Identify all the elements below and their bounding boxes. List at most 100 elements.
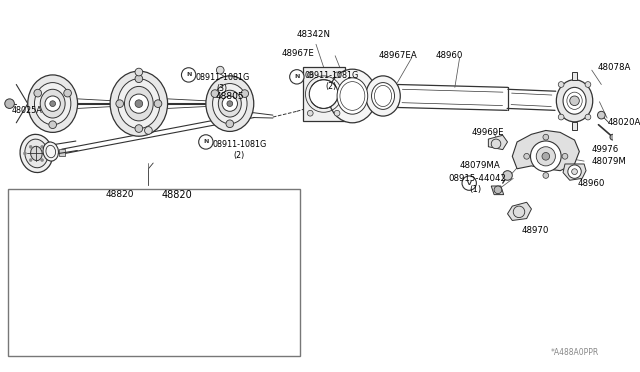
Circle shape	[45, 96, 60, 111]
Circle shape	[568, 165, 581, 178]
Circle shape	[222, 96, 237, 111]
Circle shape	[585, 81, 591, 87]
Circle shape	[531, 141, 561, 171]
Polygon shape	[60, 149, 65, 156]
Circle shape	[29, 145, 32, 148]
Circle shape	[290, 70, 304, 84]
Ellipse shape	[563, 87, 586, 114]
Ellipse shape	[206, 76, 253, 131]
Polygon shape	[508, 202, 531, 221]
Circle shape	[570, 96, 579, 106]
Circle shape	[585, 114, 591, 120]
Circle shape	[572, 169, 577, 174]
Circle shape	[494, 186, 502, 194]
Text: 48079M: 48079M	[592, 157, 627, 166]
Polygon shape	[488, 135, 508, 150]
Circle shape	[241, 90, 248, 97]
Circle shape	[135, 75, 143, 83]
Text: 08911-1081G: 08911-1081G	[212, 140, 267, 149]
Text: 08911-1081G: 08911-1081G	[305, 71, 359, 80]
Circle shape	[309, 80, 338, 108]
Circle shape	[492, 139, 501, 149]
Circle shape	[154, 100, 162, 108]
Text: 49969E: 49969E	[471, 128, 504, 137]
Text: 08915-44042: 08915-44042	[448, 174, 506, 183]
Circle shape	[226, 120, 234, 128]
Ellipse shape	[43, 142, 58, 161]
Ellipse shape	[20, 134, 52, 173]
Circle shape	[462, 176, 476, 190]
Circle shape	[562, 153, 568, 159]
Circle shape	[129, 94, 148, 113]
Ellipse shape	[40, 89, 65, 118]
Text: N: N	[186, 73, 191, 77]
Ellipse shape	[218, 90, 241, 117]
Circle shape	[41, 158, 44, 161]
Circle shape	[50, 101, 56, 106]
Circle shape	[227, 101, 233, 106]
Text: (2): (2)	[234, 151, 245, 160]
Text: (3): (3)	[216, 84, 228, 93]
Circle shape	[145, 126, 152, 134]
Circle shape	[598, 111, 605, 119]
Polygon shape	[512, 131, 579, 171]
Text: 48342N: 48342N	[297, 30, 331, 39]
Circle shape	[34, 89, 42, 97]
Circle shape	[503, 171, 512, 180]
Text: 48805: 48805	[216, 93, 244, 102]
Circle shape	[543, 173, 548, 178]
Text: (1): (1)	[469, 185, 481, 194]
Text: 48820: 48820	[162, 190, 193, 200]
Circle shape	[334, 72, 340, 78]
Circle shape	[41, 145, 44, 148]
Circle shape	[216, 66, 224, 74]
Circle shape	[24, 152, 26, 155]
Circle shape	[4, 99, 14, 108]
Circle shape	[49, 121, 56, 129]
Bar	[303, 67, 345, 121]
Ellipse shape	[366, 76, 400, 116]
Circle shape	[135, 100, 143, 108]
Ellipse shape	[212, 84, 247, 124]
Text: 48078A: 48078A	[598, 63, 631, 72]
Text: 48970: 48970	[522, 225, 549, 235]
Ellipse shape	[31, 146, 42, 161]
Circle shape	[211, 90, 219, 97]
Polygon shape	[492, 186, 504, 195]
Circle shape	[334, 110, 340, 116]
Ellipse shape	[35, 83, 71, 125]
Text: N: N	[203, 140, 209, 144]
Polygon shape	[563, 164, 586, 180]
Circle shape	[135, 68, 143, 76]
Text: V: V	[467, 181, 472, 186]
Text: 48960: 48960	[436, 51, 463, 60]
Ellipse shape	[110, 71, 168, 136]
Text: 48079MA: 48079MA	[460, 161, 500, 170]
Circle shape	[513, 206, 525, 218]
Circle shape	[536, 147, 556, 166]
Circle shape	[135, 125, 143, 132]
Circle shape	[543, 134, 548, 140]
Ellipse shape	[28, 75, 77, 132]
Text: 48960: 48960	[577, 179, 605, 187]
Ellipse shape	[118, 79, 160, 129]
Text: 48967EA: 48967EA	[378, 51, 417, 60]
Text: 08911-1081G: 08911-1081G	[195, 73, 250, 82]
Circle shape	[558, 81, 564, 87]
Bar	[8, 189, 300, 356]
Text: N: N	[294, 74, 300, 79]
Circle shape	[307, 110, 313, 116]
Circle shape	[198, 135, 213, 149]
Text: 48820: 48820	[106, 190, 134, 199]
Circle shape	[116, 100, 124, 108]
Circle shape	[307, 72, 313, 78]
Circle shape	[558, 114, 564, 120]
Circle shape	[29, 158, 32, 161]
Ellipse shape	[337, 78, 368, 114]
Circle shape	[524, 153, 529, 159]
Circle shape	[47, 152, 49, 155]
Text: 48967E: 48967E	[282, 49, 314, 58]
Text: 49976: 49976	[592, 145, 619, 154]
Bar	[572, 72, 577, 80]
Ellipse shape	[328, 69, 376, 123]
